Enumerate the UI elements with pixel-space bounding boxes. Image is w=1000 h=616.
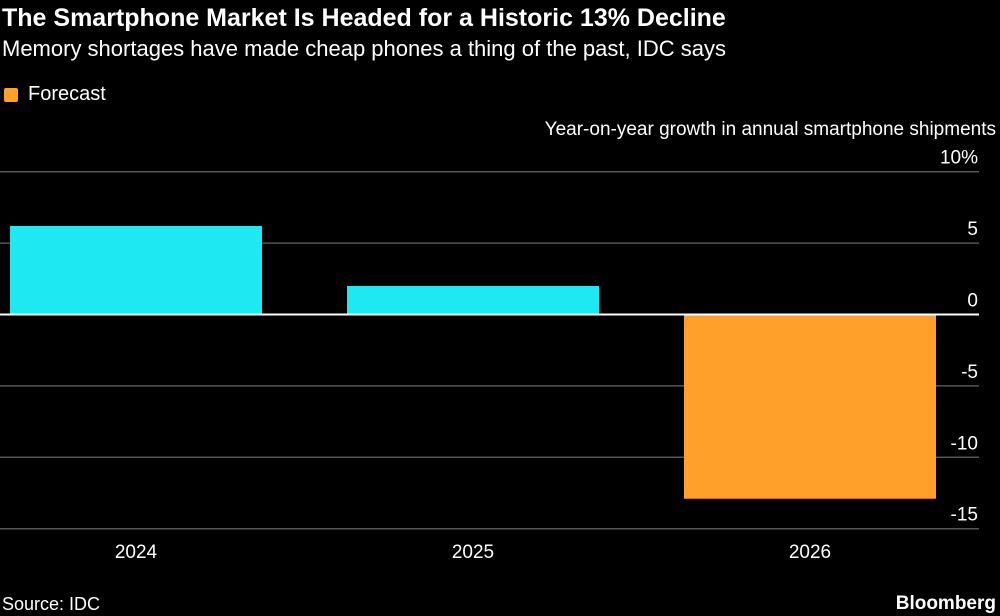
source-note: Source: IDC — [2, 594, 101, 614]
bar-2026 — [684, 314, 936, 499]
y-tick-label: -10 — [951, 433, 978, 454]
x-tick-label: 2024 — [115, 542, 158, 563]
y-tick-label: -5 — [961, 362, 978, 383]
y-tick-label: -15 — [951, 505, 978, 526]
y-tick-label: 10% — [940, 148, 978, 169]
legend-label-forecast: Forecast — [28, 83, 106, 105]
y-axis-label: Year-on-year growth in annual smartphone… — [544, 119, 996, 140]
chart-title: The Smartphone Market Is Headed for a Hi… — [2, 4, 726, 32]
x-tick-label: 2025 — [452, 542, 494, 563]
y-tick-label: 0 — [967, 291, 978, 312]
chart-subtitle: Memory shortages have made cheap phones … — [2, 36, 726, 61]
x-tick-label: 2026 — [789, 542, 831, 563]
legend: Forecast — [4, 83, 106, 106]
bar-2024 — [10, 225, 262, 315]
bar-2025 — [347, 285, 599, 315]
y-tick-label: 5 — [967, 219, 978, 240]
bloomberg-logo: Bloomberg — [895, 593, 996, 614]
legend-swatch-forecast — [4, 87, 18, 102]
